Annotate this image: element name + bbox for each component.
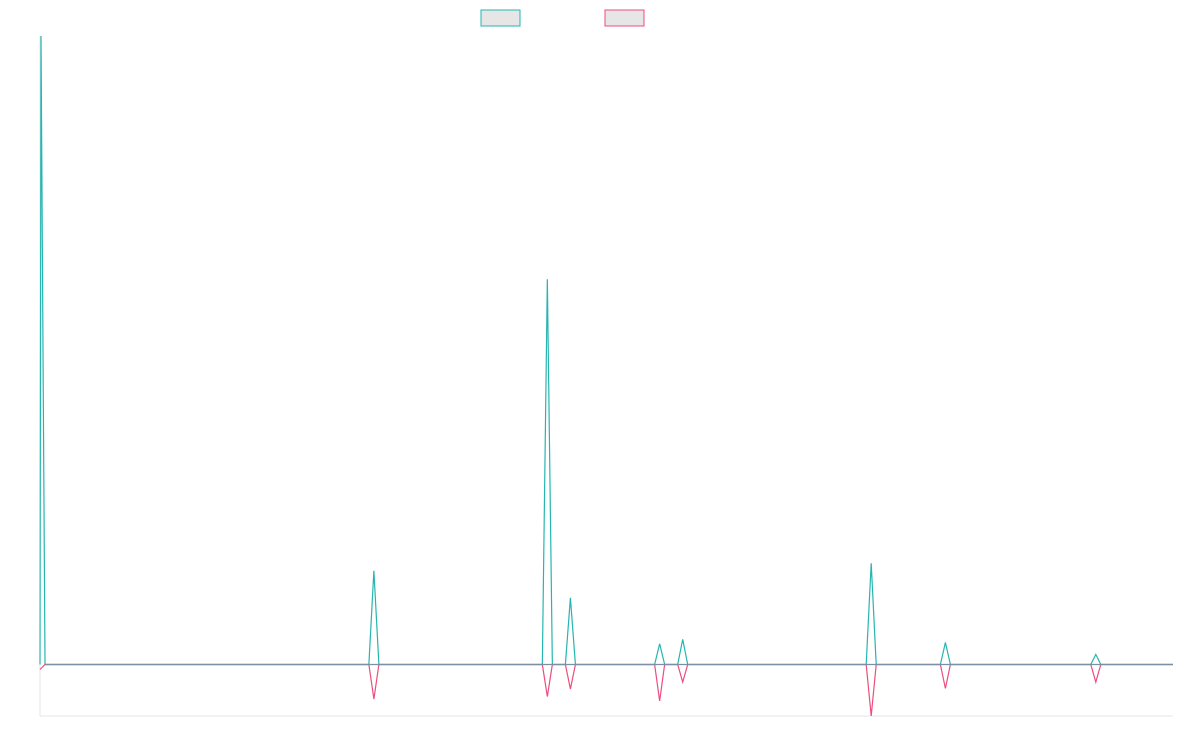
legend-swatch-2 [604, 9, 645, 27]
legend [480, 9, 645, 27]
axes [39, 36, 1173, 717]
legend-swatch-1 [480, 9, 521, 27]
series-line-1 [39, 35, 1173, 666]
series-line-2 [39, 663, 1173, 717]
series-layer [39, 35, 1173, 717]
